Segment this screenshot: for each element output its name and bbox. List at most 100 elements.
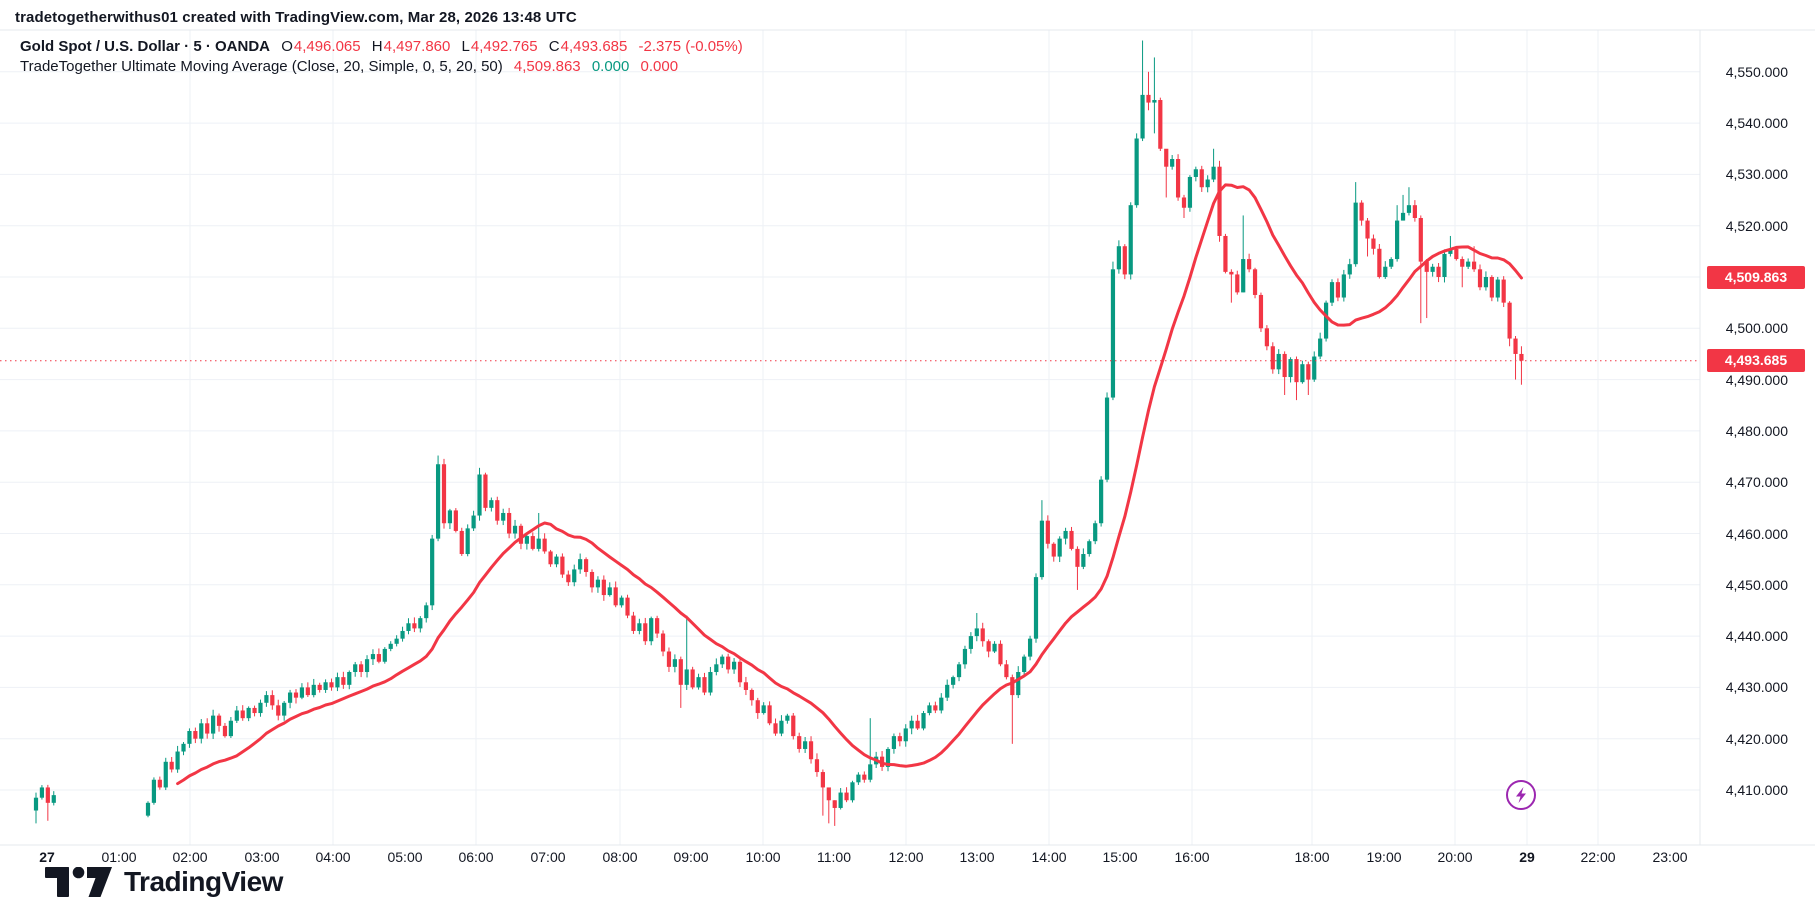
high-value: 4,497.860 <box>383 38 451 55</box>
candle-up <box>364 659 370 673</box>
candle-up <box>299 687 305 698</box>
candle-down <box>820 772 825 788</box>
candle-up <box>145 802 151 816</box>
candle-down <box>412 623 417 629</box>
candle-down <box>548 551 553 565</box>
candle-up <box>992 643 997 652</box>
candle-down <box>897 736 902 742</box>
candle-up <box>430 538 435 606</box>
candle-down <box>495 500 500 521</box>
candle-down <box>1418 218 1423 262</box>
y-axis-label: 4,540.000 <box>1725 115 1788 132</box>
candle-up <box>536 538 541 549</box>
candle-up <box>1140 94 1145 139</box>
x-axis-label: 23:00 <box>1652 849 1688 865</box>
candle-down <box>1501 279 1506 303</box>
candle-down <box>560 556 565 575</box>
candle-down <box>1122 246 1127 275</box>
candle-up <box>353 664 358 673</box>
indicator-name[interactable]: TradeTogether Ultimate Moving Average (C… <box>20 58 503 75</box>
candle-up <box>761 705 766 714</box>
candle-down <box>222 725 228 737</box>
candle-down <box>329 682 334 688</box>
lightning-bolt-icon[interactable] <box>1516 787 1526 803</box>
candle-down <box>1371 238 1376 249</box>
candle-up <box>1448 248 1453 254</box>
candle-up <box>731 661 737 670</box>
candle-up <box>1406 205 1412 213</box>
tradingview-logo-text: TradingView <box>124 866 283 897</box>
candle-up <box>51 795 56 803</box>
indicator-value-2: 0.000 <box>591 58 630 75</box>
candle-down <box>483 474 488 508</box>
candle-up <box>1318 338 1323 357</box>
candle-down <box>1075 548 1080 567</box>
candle-down <box>530 536 535 549</box>
close-value: 4,493.685 <box>560 38 628 55</box>
candle-down <box>791 715 796 737</box>
candle-up <box>1442 253 1447 277</box>
candle-up <box>489 500 494 508</box>
candle-up <box>850 782 855 801</box>
candle-down <box>655 618 660 634</box>
candle-up <box>524 536 529 544</box>
candle-up <box>1152 100 1157 103</box>
candle-up <box>1033 577 1039 639</box>
candle-down <box>643 623 648 642</box>
x-axis-label: 19:00 <box>1366 849 1402 865</box>
candle-down <box>737 661 743 683</box>
x-axis-label: 09:00 <box>673 849 709 865</box>
candle-up <box>151 779 157 803</box>
candle-up <box>400 630 405 639</box>
candle-up <box>1093 523 1098 542</box>
candle-down <box>1247 259 1252 270</box>
indicator-legend-row[interactable]: TradeTogether Ultimate Moving Average (C… <box>20 58 678 75</box>
indicator-value: 4,509.863 <box>513 58 581 75</box>
candle-up <box>779 720 784 734</box>
candle-down <box>814 759 820 773</box>
candle-up <box>1128 205 1133 275</box>
ma-value-badge: 4,509.863 <box>1707 266 1805 290</box>
candle-down <box>453 510 458 531</box>
candle-up <box>1057 538 1062 557</box>
x-axis-label: 02:00 <box>172 849 208 865</box>
candle-up <box>424 605 429 619</box>
tradingview-logo[interactable]: TradingView <box>45 866 283 898</box>
candle-down <box>216 715 222 726</box>
symbol-name[interactable]: Gold Spot / U.S. Dollar · 5 · OANDA <box>20 38 271 55</box>
candle-up <box>1104 397 1110 480</box>
candle-up <box>382 648 387 662</box>
candle-up <box>264 695 269 703</box>
candle-down <box>755 700 760 714</box>
x-axis-label: 22:00 <box>1580 849 1616 865</box>
candle-down <box>1454 248 1459 260</box>
x-axis-label: 03:00 <box>244 849 280 865</box>
candle-up <box>962 648 968 665</box>
candle-up <box>1193 169 1198 177</box>
candle-down <box>767 705 772 724</box>
candle-up <box>1081 554 1086 567</box>
candle-down <box>589 571 595 588</box>
candle-down <box>240 710 245 719</box>
candle-up <box>512 525 518 534</box>
x-axis-label: 07:00 <box>530 849 566 865</box>
candle-up <box>1022 656 1027 673</box>
x-axis-label: 10:00 <box>745 849 781 865</box>
candle-down <box>826 787 831 801</box>
candle-down <box>507 512 512 534</box>
candle-up <box>637 623 642 631</box>
candle-up <box>720 656 725 665</box>
candle-down <box>1146 94 1151 103</box>
candle-up <box>282 702 287 716</box>
candle-down <box>1199 169 1204 188</box>
x-axis-label: 08:00 <box>602 849 638 865</box>
candle-down <box>341 677 346 685</box>
candle-up <box>1341 274 1346 298</box>
candle-down <box>749 689 754 701</box>
symbol-legend-row[interactable]: Gold Spot / U.S. Dollar · 5 · OANDA O4,4… <box>20 38 743 55</box>
candle-up <box>619 597 624 606</box>
candle-up <box>406 623 411 631</box>
candle-down <box>690 669 695 688</box>
candle-down <box>205 723 210 734</box>
